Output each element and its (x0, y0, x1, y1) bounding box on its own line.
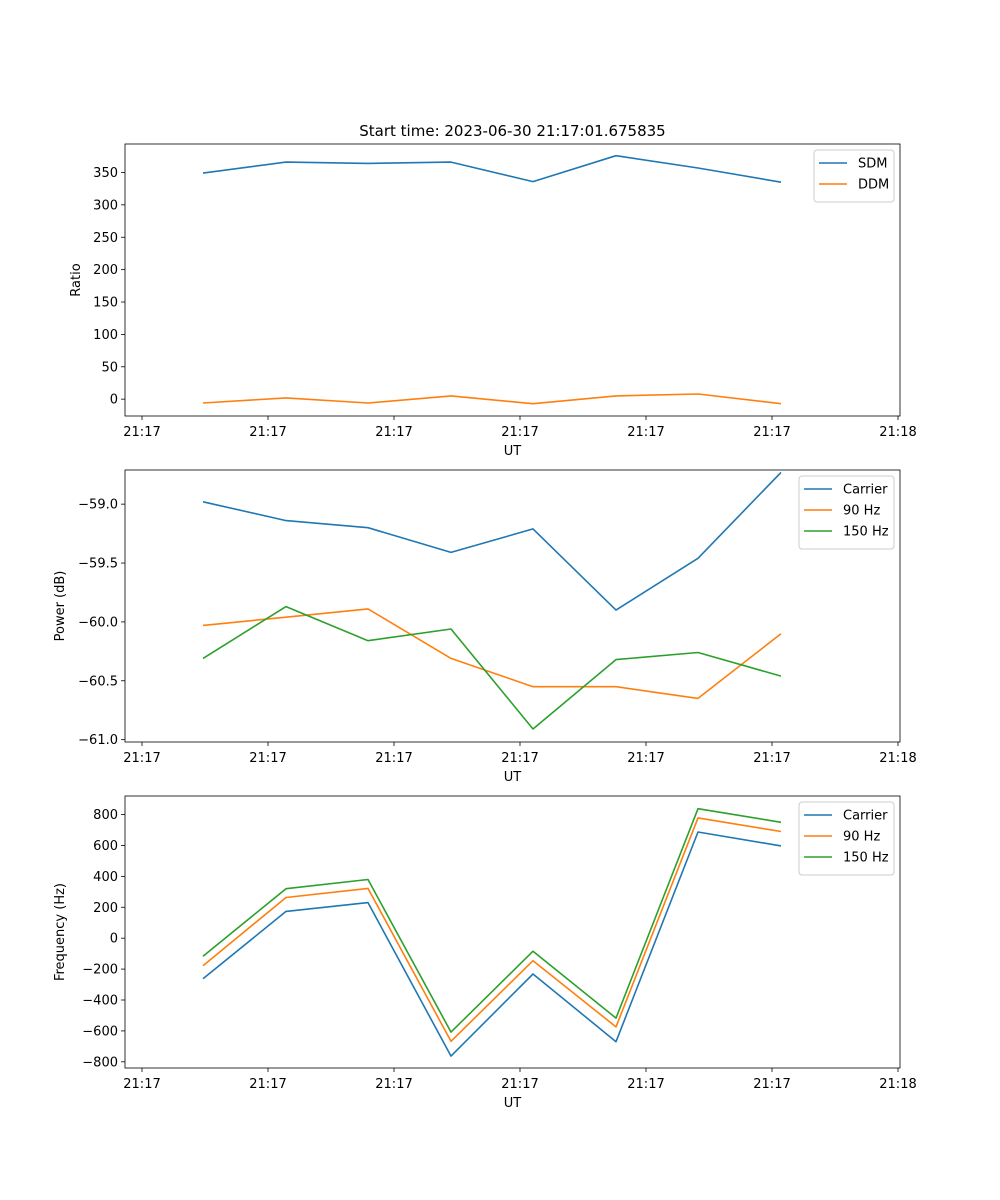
x-tick-label: 21:17 (375, 425, 412, 440)
y-tick-label: 300 (93, 198, 118, 213)
series-line-150-hz (202, 807, 782, 1033)
x-tick-label: 21:17 (627, 425, 664, 440)
y-tick-label: −60.5 (78, 674, 118, 689)
y-tick-label: 150 (93, 296, 118, 311)
y-tick-label: 800 (93, 808, 118, 823)
x-axis-label: UT (504, 770, 522, 785)
y-tick-label: −61.0 (78, 733, 118, 748)
subplot-3: 21:17 21:17 21:17 21:17 21:17 21:17 21:18 800 60… (53, 795, 917, 1111)
x-tick-label: 21:17 (249, 1077, 286, 1092)
series-line-150-hz (202, 605, 782, 730)
series-line-ddm (202, 393, 782, 405)
x-tick-label: 21:17 (375, 1077, 412, 1092)
y-tick-label: 600 (93, 839, 118, 854)
figure-title: Start time: 2023-06-30 21:17:01.675835 (359, 122, 665, 140)
legend-label: 90 Hz (843, 504, 880, 519)
y-tick-label: 200 (93, 901, 118, 916)
y-axis-label: Power (dB) (53, 571, 68, 642)
x-tick-label: 21:17 (753, 751, 790, 766)
x-axis-label: UT (504, 1096, 522, 1111)
y-tick-label: 400 (93, 870, 118, 885)
subplot-2: 21:17 21:17 21:17 21:17 21:17 21:17 21:18 −59.0… (53, 469, 917, 785)
x-tick-label: 21:17 (249, 751, 286, 766)
y-tick-label: 100 (93, 328, 118, 343)
legend-label: SDM (858, 157, 887, 172)
axes-frame (124, 469, 901, 743)
legend: Carrier 90 Hz 150 Hz (798, 801, 895, 876)
x-axis-label: UT (504, 444, 522, 459)
axes-frame (124, 143, 901, 417)
x-tick-label: 21:17 (375, 751, 412, 766)
y-tick-label: 250 (93, 231, 118, 246)
series-line-carrier (202, 831, 782, 1057)
x-tick-label: 21:17 (753, 1077, 790, 1092)
legend-label: Carrier (843, 809, 888, 824)
legend-label: 90 Hz (843, 830, 880, 845)
x-tick-label: 21:17 (753, 425, 790, 440)
x-tick-label: 21:17 (501, 1077, 538, 1092)
y-tick-label: 200 (93, 263, 118, 278)
series-line-sdm (202, 154, 782, 183)
series-line-90-hz (202, 608, 782, 700)
x-tick-label: 21:17 (501, 751, 538, 766)
y-tick-label: −600 (82, 1024, 118, 1039)
y-axis-label: Ratio (69, 263, 84, 296)
y-axis-label: Frequency (Hz) (53, 883, 68, 981)
y-tick-label: −60.0 (78, 615, 118, 630)
y-tick-label: 350 (93, 166, 118, 181)
axes-frame (124, 795, 901, 1069)
series-line-carrier (202, 471, 782, 611)
x-tick-label: 21:17 (627, 1077, 664, 1092)
legend-label: DDM (858, 178, 889, 193)
y-tick-label: 0 (110, 393, 118, 408)
y-tick-label: −59.5 (78, 557, 118, 572)
legend-label: Carrier (843, 483, 888, 498)
series-line-90-hz (202, 817, 782, 1043)
legend: SDM DDM (813, 149, 895, 203)
y-tick-label: −400 (82, 994, 118, 1009)
x-tick-label: 21:17 (123, 751, 160, 766)
x-tick-label: 21:17 (123, 1077, 160, 1092)
x-tick-label: 21:17 (501, 425, 538, 440)
legend-label: 150 Hz (843, 525, 889, 540)
x-tick-label: 21:17 (627, 751, 664, 766)
y-tick-label: −59.0 (78, 498, 118, 513)
y-tick-label: 0 (110, 932, 118, 947)
x-tick-label: 21:17 (123, 425, 160, 440)
y-tick-label: 50 (101, 360, 118, 375)
x-tick-label: 21:18 (879, 1077, 916, 1092)
subplot-1: 21:17 21:17 21:17 21:17 21:17 21:17 21:18 0 50 10… (69, 143, 917, 459)
x-tick-label: 21:18 (879, 751, 916, 766)
y-tick-label: −800 (82, 1055, 118, 1070)
legend-label: 150 Hz (843, 851, 889, 866)
x-tick-label: 21:17 (249, 425, 286, 440)
y-tick-label: −200 (82, 963, 118, 978)
legend: Carrier 90 Hz 150 Hz (798, 475, 895, 550)
x-tick-label: 21:18 (879, 425, 916, 440)
